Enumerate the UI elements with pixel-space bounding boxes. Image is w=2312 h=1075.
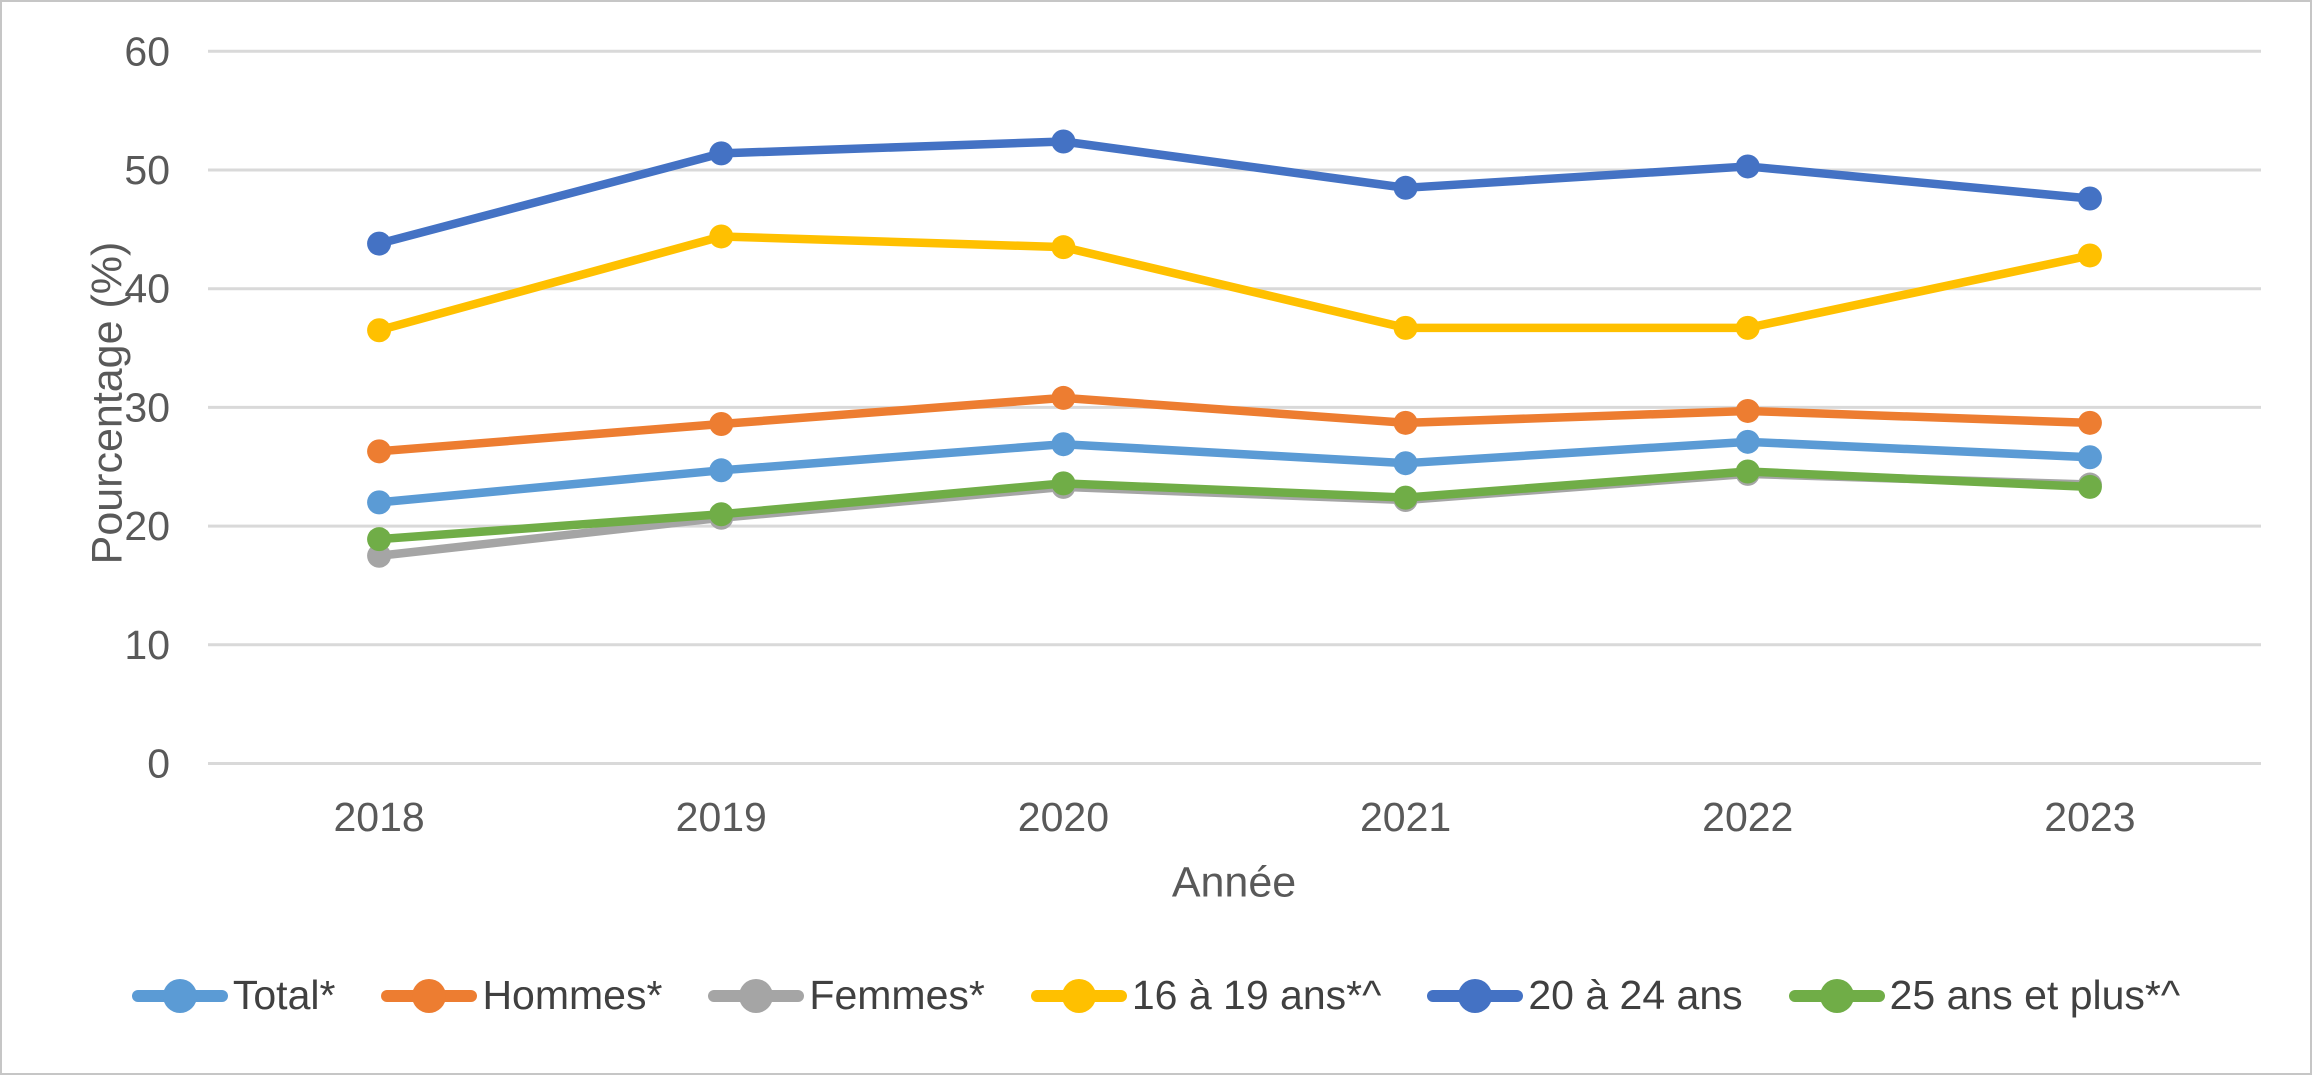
data-point-marker [2077, 474, 2102, 499]
data-point-marker [709, 224, 734, 249]
series-line-1 [374, 393, 2095, 456]
data-point-marker [1051, 432, 1076, 457]
data-point-marker [367, 543, 392, 568]
data-point-marker [2077, 445, 2102, 470]
data-point-marker [2077, 410, 2102, 435]
series-line-2 [374, 469, 2095, 561]
data-point-marker [2077, 243, 2102, 268]
legend-label: Femmes* [809, 972, 985, 1018]
y-tick-label: 30 [124, 384, 170, 430]
y-axis-title: Pourcentage (%) [83, 241, 132, 565]
legend-label: Total* [232, 972, 336, 1018]
legend-marker-icon [381, 978, 478, 1013]
x-tick-label: 2022 [1702, 794, 1793, 840]
legend-item-5: 25 ans et plus*^ [1788, 972, 2181, 1019]
data-point-marker [1735, 398, 1760, 423]
data-point-marker [709, 458, 734, 483]
legend-marker-icon [708, 978, 805, 1013]
legend-label: 20 à 24 ans [1528, 972, 1743, 1018]
data-point-marker [1051, 471, 1076, 496]
legend-label: Hommes* [482, 972, 663, 1018]
series-line-4 [374, 137, 2095, 248]
data-point-marker [1051, 385, 1076, 410]
data-point-marker [1735, 429, 1760, 454]
legend-marker-icon [1788, 978, 1885, 1013]
x-tick-label: 2021 [1360, 794, 1451, 840]
data-point-marker [367, 439, 392, 464]
legend-label: 25 ans et plus*^ [1889, 972, 2181, 1018]
legend-item-1: Hommes* [381, 972, 662, 1019]
data-point-marker [709, 412, 734, 437]
data-point-marker [1735, 315, 1760, 340]
data-point-marker [1051, 235, 1076, 260]
data-point-marker [2077, 186, 2102, 211]
legend: Total* Hommes* Femmes* 16 à 19 ans*^ 20 à 24… [0, 972, 2312, 1019]
series-line-0 [374, 437, 2095, 507]
y-tick-label: 20 [124, 503, 170, 549]
y-tick-label: 40 [124, 266, 170, 312]
y-tick-label: 0 [147, 741, 170, 787]
x-axis-title: Année [1171, 858, 1297, 907]
x-tick-label: 2018 [333, 794, 424, 840]
data-point-marker [709, 502, 734, 527]
legend-item-2: Femmes* [708, 972, 985, 1019]
legend-item-3: 16 à 19 ans*^ [1030, 972, 1382, 1019]
data-point-marker [367, 231, 392, 256]
x-tick-label: 2023 [2044, 794, 2135, 840]
data-point-marker [1393, 485, 1418, 510]
series-line-3 [374, 232, 2095, 335]
legend-marker-icon [131, 978, 228, 1013]
x-tick-label: 2019 [676, 794, 767, 840]
data-point-marker [367, 527, 392, 552]
data-point-marker [1735, 154, 1760, 179]
data-point-marker [1393, 315, 1418, 340]
data-point-marker [709, 141, 734, 166]
y-tick-label: 10 [124, 622, 170, 668]
data-point-marker [367, 490, 392, 515]
data-point-marker [1393, 175, 1418, 200]
y-tick-label: 50 [124, 147, 170, 193]
legend-item-0: Total* [131, 972, 336, 1019]
data-point-marker [367, 318, 392, 343]
data-point-marker [1051, 129, 1076, 154]
legend-marker-icon [1427, 978, 1524, 1013]
legend-marker-icon [1030, 978, 1127, 1013]
data-point-marker [1735, 459, 1760, 484]
x-tick-label: 2020 [1018, 794, 1109, 840]
legend-item-4: 20 à 24 ans [1427, 972, 1743, 1019]
data-point-marker [1393, 451, 1418, 476]
data-point-marker [1393, 410, 1418, 435]
series-line-5 [374, 467, 2095, 544]
y-tick-label: 60 [124, 28, 170, 74]
legend-label: 16 à 19 ans*^ [1131, 972, 1382, 1018]
